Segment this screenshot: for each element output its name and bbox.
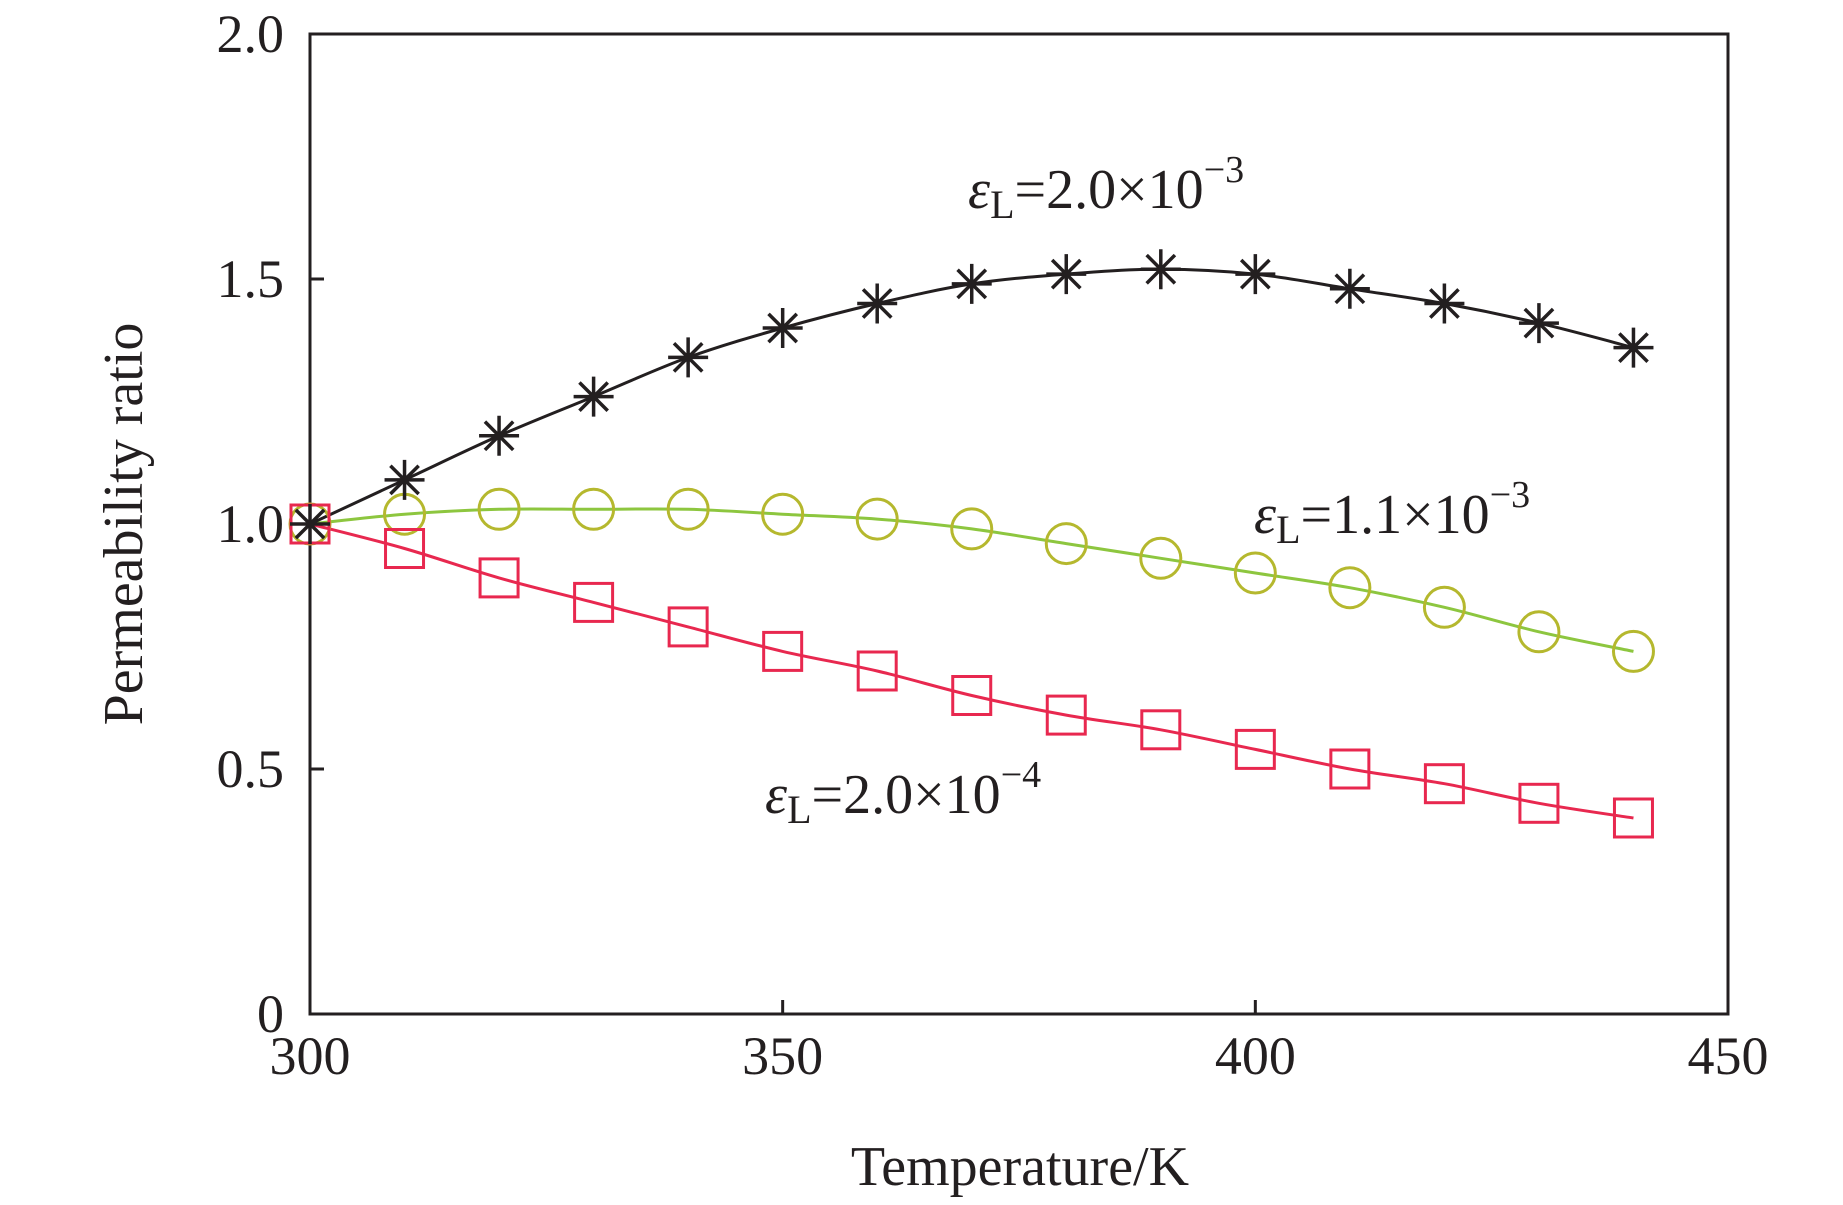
series-label-green: εL=1.1×10−3 — [1254, 474, 1530, 552]
data-point-black-440 — [1613, 327, 1654, 368]
data-point-red-430 — [1518, 782, 1560, 824]
y-tick-label-0.5: 0.5 — [217, 739, 285, 799]
series-label-black-exp: −3 — [1204, 149, 1244, 191]
data-point-green-330 — [572, 487, 616, 531]
data-point-black-390 — [1140, 249, 1181, 290]
data-point-black-370 — [951, 263, 992, 304]
x-tick-label-350: 350 — [742, 1026, 823, 1086]
data-point-green-420 — [1422, 585, 1466, 629]
data-point-red-350 — [762, 630, 804, 672]
data-point-black-430 — [1518, 303, 1559, 344]
y-tick-label-1: 1.0 — [217, 494, 285, 554]
y-tick-label-2: 2.0 — [217, 4, 285, 64]
data-point-green-320 — [477, 487, 521, 531]
data-point-black-410 — [1329, 268, 1370, 309]
y-tick-label-0: 0 — [257, 984, 284, 1044]
data-point-green-410 — [1328, 566, 1372, 610]
series-label-red: εL=2.0×10−4 — [765, 754, 1041, 832]
data-point-red-360 — [856, 650, 898, 692]
series-label-black-sub: L — [990, 182, 1014, 227]
data-point-red-440 — [1612, 797, 1654, 839]
data-point-black-310 — [384, 459, 425, 500]
data-point-green-390 — [1139, 536, 1183, 580]
data-point-green-430 — [1517, 610, 1561, 654]
series-label-red-exp: −4 — [1001, 754, 1041, 796]
data-point-black-340 — [668, 337, 709, 378]
series-label-green-symbol: ε — [1254, 484, 1277, 546]
data-point-red-310 — [384, 528, 426, 569]
y-tick-label-1.5: 1.5 — [217, 249, 285, 309]
series-label-green-exp: −3 — [1490, 474, 1530, 516]
data-point-green-370 — [950, 507, 994, 551]
series-label-black: εL=2.0×10−3 — [968, 149, 1244, 227]
data-point-green-440 — [1611, 629, 1655, 673]
data-point-green-400 — [1233, 551, 1277, 595]
y-axis-title: Permeability ratio — [93, 323, 155, 726]
series-label-green-value: =1.1×10 — [1301, 484, 1490, 546]
data-point-green-380 — [1044, 522, 1088, 566]
series-label-red-value: =2.0×10 — [812, 764, 1001, 826]
data-point-green-340 — [666, 487, 710, 531]
series-layer — [288, 249, 1655, 839]
data-point-black-420 — [1424, 283, 1465, 324]
data-point-black-350 — [762, 308, 803, 348]
data-point-red-380 — [1045, 694, 1087, 736]
series-markers-black — [290, 249, 1654, 544]
data-point-black-380 — [1046, 254, 1087, 295]
series-line-green — [309, 507, 1634, 653]
data-point-green-360 — [855, 497, 899, 541]
x-axis-title: Temperature/K — [851, 1136, 1189, 1198]
data-point-red-330 — [573, 581, 615, 623]
axis-ticks — [308, 32, 1730, 1016]
data-point-black-300 — [290, 504, 330, 544]
data-point-red-320 — [478, 557, 520, 599]
series-label-black-value: =2.0×10 — [1015, 159, 1204, 221]
data-point-red-400 — [1234, 728, 1276, 770]
data-point-red-340 — [667, 606, 709, 648]
series-line-red — [309, 522, 1634, 820]
x-tick-label-450: 450 — [1688, 1026, 1769, 1086]
series-label-red-symbol: ε — [765, 764, 788, 826]
data-point-red-390 — [1140, 709, 1182, 751]
data-point-black-320 — [479, 415, 520, 456]
series-label-red-sub: L — [787, 787, 811, 832]
series-label-black-symbol: ε — [968, 159, 991, 221]
series-label-green-sub: L — [1276, 507, 1300, 552]
data-point-black-330 — [573, 376, 614, 417]
data-point-black-360 — [857, 283, 898, 324]
data-point-red-410 — [1329, 748, 1371, 790]
x-tick-label-400: 400 — [1215, 1026, 1296, 1086]
data-point-red-370 — [951, 675, 993, 716]
x-tick-label-300: 300 — [270, 1026, 351, 1086]
data-point-red-420 — [1423, 763, 1465, 805]
data-point-green-350 — [761, 492, 805, 536]
data-point-black-400 — [1235, 254, 1276, 295]
